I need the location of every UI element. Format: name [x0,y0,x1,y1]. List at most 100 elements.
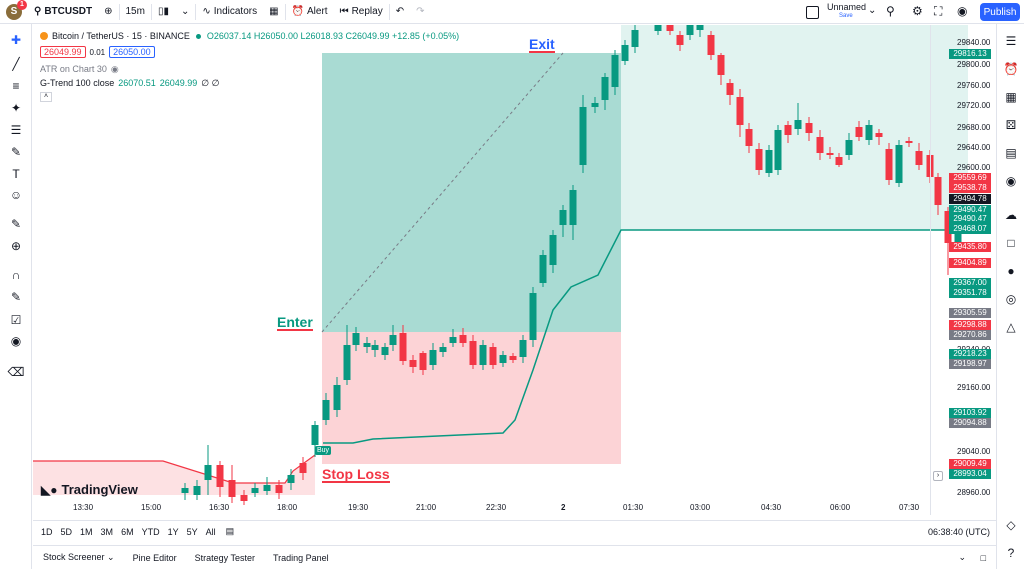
candle-body [275,485,283,493]
broadcast-icon[interactable]: ◎ [1005,292,1017,306]
range-button[interactable]: 1Y [167,526,179,537]
scroll-to-realtime-button[interactable]: › [933,471,943,481]
redo-button[interactable]: ↷ [410,0,430,24]
price-axis[interactable] [930,25,996,515]
quick-search-button[interactable]: ⚲ [886,4,895,18]
indicators-button[interactable]: ∿ Indicators [196,0,263,24]
range-button[interactable]: 6M [121,526,134,537]
calendar-icon[interactable]: ▤ [1005,146,1017,160]
collapse-panel-icon[interactable]: ⌄ [958,552,966,562]
range-button[interactable]: 1M [80,526,93,537]
lightbulb-icon[interactable]: ● [1007,264,1015,278]
prediction-icon[interactable]: ☰ [10,123,22,137]
layout-dropdown[interactable]: ⌄ [868,5,876,16]
spread-value: 0.01 [89,47,106,57]
price-chart[interactable] [33,25,996,515]
ideas-icon[interactable]: ◉ [1005,174,1017,188]
replay-button[interactable]: ⏮ Replay [334,0,389,24]
range-button[interactable]: All [205,526,216,537]
time-tick: 15:00 [141,503,162,512]
symbol-search[interactable]: ⚲ BTCUSDT [28,0,98,24]
candle-body [519,340,527,357]
range-button[interactable]: 3M [100,526,114,537]
collapse-legend-button[interactable]: ˄ [40,92,52,102]
data-window-icon[interactable]: ▦ [1005,90,1017,104]
exit-label: Exit [529,36,555,52]
layout-checkbox[interactable] [806,6,819,19]
candle-body [549,235,557,265]
candle-body [621,45,629,61]
candle-body [287,475,295,483]
sell-button[interactable]: 26049.99 [40,46,86,58]
time-tick: 04:30 [761,503,782,512]
maximize-panel-icon[interactable]: □ [980,552,986,563]
trash-icon[interactable]: ⌫ [7,365,25,379]
text-icon[interactable]: T [12,167,20,181]
alarm-icon[interactable]: ⏰ [1003,62,1019,76]
range-button[interactable]: 1D [41,526,53,537]
publish-button[interactable]: Publish [980,3,1020,21]
bottom-tab[interactable]: Pine Editor [132,552,177,563]
hotlist-icon[interactable]: ⚄ [1005,118,1017,132]
price-label: 28993.04 [949,469,991,479]
candle-body [845,140,853,155]
compare-button[interactable]: ⊕ [98,0,118,24]
grid-icon: ▦ [269,6,279,17]
layout-save-status: Save [839,13,853,19]
candle-body [666,25,674,31]
price-label: 29468.07 [949,224,991,234]
candle-body [611,55,619,87]
watchlist-icon[interactable]: ☰ [1005,34,1017,48]
interval-button[interactable]: 15m [125,6,145,17]
indicator-atr[interactable]: ATR on Chart 30 ◉ [40,63,459,75]
emoji-icon[interactable]: ☺ [9,188,23,202]
candle-body [343,345,351,380]
zoom-in-icon[interactable]: ⊕ [10,239,22,253]
price-label: 29351.78 [949,288,991,298]
fib-icon[interactable]: ≡ [12,79,20,93]
time-tick: 06:00 [830,503,851,512]
clock-label[interactable]: 06:38:40 (UTC) [927,526,990,537]
chart-legend: Bitcoin / TetherUS · 15 · BINANCE O26037… [40,30,459,102]
price-label: 29435.80 [949,242,991,252]
bottom-tab[interactable]: Stock Screener ⌄ [43,552,115,562]
time-tick: 22:30 [486,503,507,512]
eye-icon[interactable]: ◉ [10,334,22,348]
chevron-down-icon: ⌄ [180,6,190,17]
bottom-tab[interactable]: Strategy Tester [194,552,255,563]
chart-type-button[interactable]: ▯▮ [152,0,175,24]
crosshair-icon[interactable]: ✚ [10,33,22,47]
trendline-icon[interactable]: ╱ [12,57,20,71]
layers-icon[interactable]: ◇ [1006,518,1016,532]
templates-button[interactable]: ▦ [263,0,284,24]
chart-type-dropdown[interactable]: ⌄ [175,0,195,24]
fullscreen-button[interactable]: ⛶ [934,4,942,19]
time-axis[interactable]: 13:30 15:00 16:30 18:00 19:30 21:00 22:30 2 01:3… [33,499,930,515]
price-label: 29009.49 [949,459,991,469]
undo-button[interactable]: ↶ [390,0,410,24]
pattern-icon[interactable]: ✦ [10,101,22,115]
candle-body [905,141,913,143]
magnet-icon[interactable]: ∩ [11,268,21,282]
brush-icon[interactable]: ✎ [10,145,22,159]
eye-icon[interactable]: ◉ [110,63,119,74]
snapshot-button[interactable]: ◉ [957,4,967,18]
help-icon[interactable]: ? [1007,546,1015,560]
streams-icon[interactable]: ☁ [1005,208,1017,222]
buy-button[interactable]: 26050.00 [109,46,155,58]
bell-icon[interactable]: △ [1006,320,1016,334]
lock-icon[interactable]: ☑ [10,313,22,327]
range-button[interactable]: YTD [141,526,160,537]
alert-button[interactable]: ⏰ Alert [286,0,334,24]
settings-button[interactable]: ⚙ [912,4,923,18]
ruler-icon[interactable]: ✎ [10,217,22,231]
range-button[interactable]: 5Y [186,526,198,537]
stay-in-drawing-icon[interactable]: ✎ [10,290,22,304]
bottom-tab[interactable]: Trading Panel [272,552,329,563]
range-button[interactable]: 5D [60,526,73,537]
chat-icon[interactable]: □ [1007,236,1015,250]
date-range-icon[interactable]: ▤ [225,526,235,536]
indicator-gtrend[interactable]: G-Trend 100 close 26070.51 26049.99 ∅ ∅ [40,77,459,89]
layout-name[interactable]: Unnamed Save [827,3,866,21]
